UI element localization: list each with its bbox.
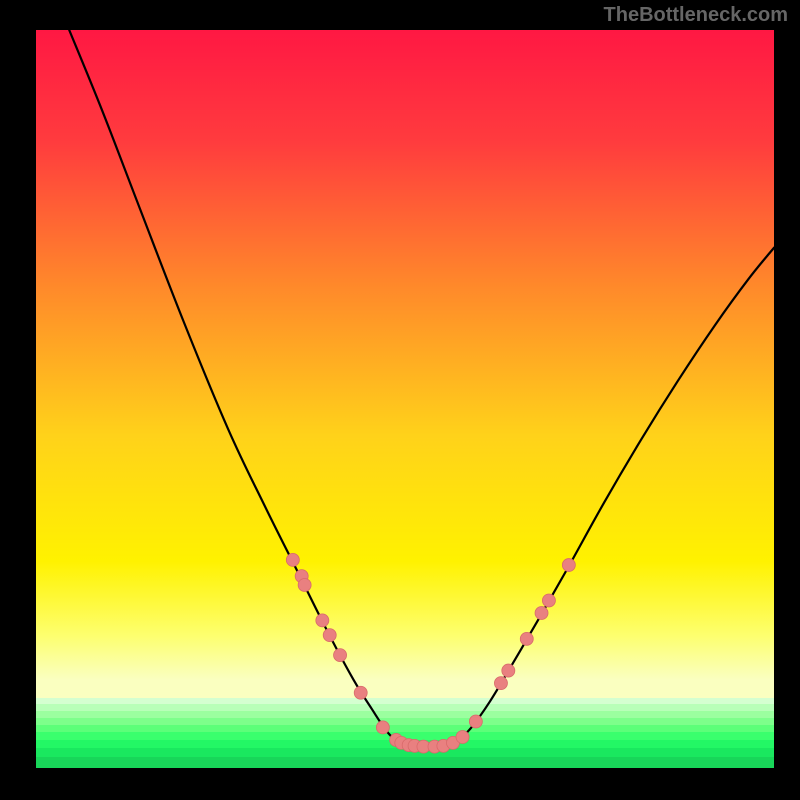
left-curve (69, 30, 397, 742)
marker-left (323, 629, 336, 642)
marker-right (535, 607, 548, 620)
marker-left (316, 614, 329, 627)
marker-left (334, 649, 347, 662)
marker-right (494, 677, 507, 690)
marker-right (520, 632, 533, 645)
marker-left (286, 553, 299, 566)
marker-bottom (376, 721, 389, 734)
marker-right (502, 664, 515, 677)
plot-area (36, 30, 774, 768)
watermark-text: TheBottleneck.com (604, 4, 788, 27)
marker-right (469, 715, 482, 728)
chart-svg (36, 30, 774, 768)
marker-bottom (456, 731, 469, 744)
marker-left (298, 578, 311, 591)
marker-right (562, 559, 575, 572)
marker-right (542, 594, 555, 607)
marker-left (354, 686, 367, 699)
